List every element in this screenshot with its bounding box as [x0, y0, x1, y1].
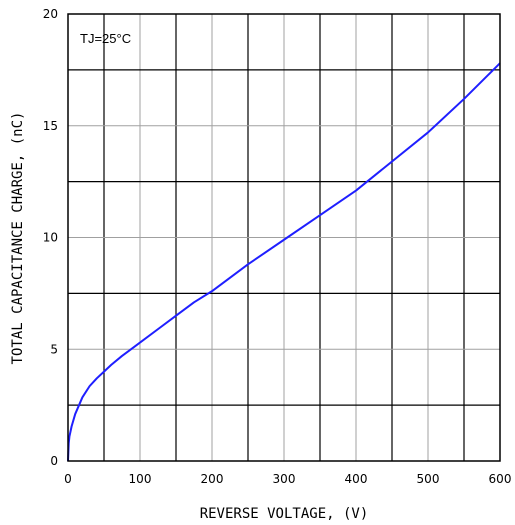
x-axis-title: REVERSE VOLTAGE, (V) — [200, 506, 369, 522]
x-tick-label: 600 — [489, 472, 512, 486]
x-tick-label: 200 — [201, 472, 224, 486]
x-tick-label: 100 — [129, 472, 152, 486]
y-tick-label: 10 — [43, 231, 58, 245]
series-line-0 — [67, 62, 501, 462]
x-tick-label: 0 — [64, 472, 72, 486]
y-tick-label: 15 — [43, 119, 58, 133]
grid — [68, 14, 500, 461]
tick-labels: 0 100 200 300 400 500 600 0 5 10 15 20 — [43, 7, 512, 486]
series-layer — [67, 62, 501, 462]
temperature-annotation: TJ=25°C — [80, 31, 131, 46]
x-tick-label: 300 — [273, 472, 296, 486]
x-tick-label: 500 — [417, 472, 440, 486]
y-tick-label: 20 — [43, 7, 58, 21]
y-tick-label: 5 — [50, 342, 58, 356]
x-tick-label: 400 — [345, 472, 368, 486]
y-axis-title: TOTAL CAPACITANCE CHARGE, (nC) — [10, 112, 26, 365]
plot-border — [67, 13, 501, 462]
plot-frame — [67, 13, 501, 462]
y-tick-label: 0 — [50, 454, 58, 468]
